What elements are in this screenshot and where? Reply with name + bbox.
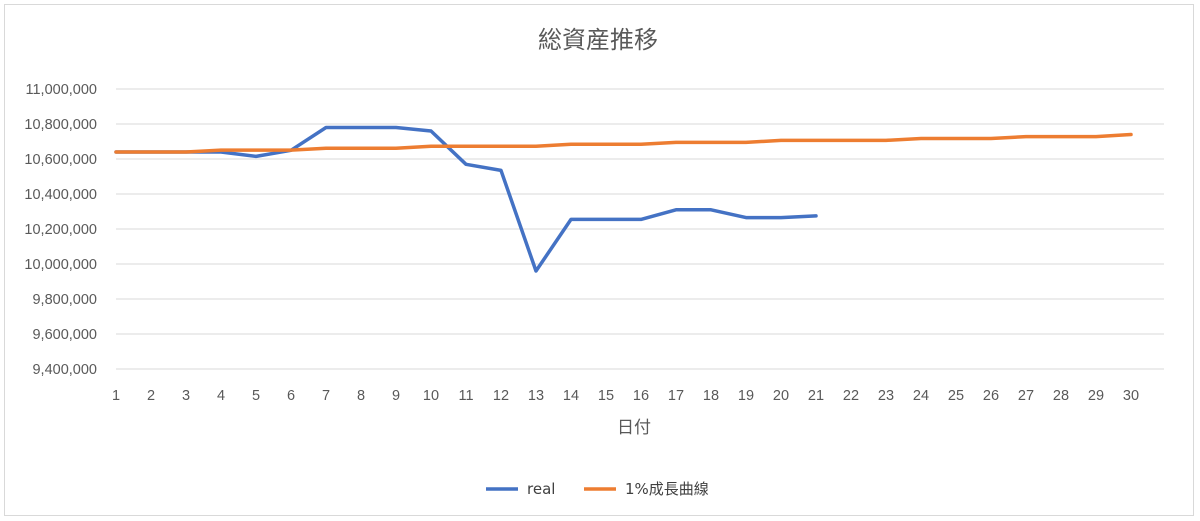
x-axis-ticks: 1 2 3 4 5 6 7 8 9 10 11 12 13 14 15 16 17 18 19 20 21 22 23 24 2… bbox=[112, 388, 1139, 404]
x-tick-label: 4 bbox=[217, 388, 225, 404]
y-tick-label: 9,400,000 bbox=[32, 362, 97, 378]
x-tick-label: 20 bbox=[773, 388, 789, 404]
y-tick-label: 11,000,000 bbox=[26, 82, 98, 98]
x-tick-label: 16 bbox=[633, 388, 649, 404]
series-line-growth bbox=[114, 132, 1133, 154]
series-lines bbox=[114, 125, 1133, 273]
y-tick-label: 9,800,000 bbox=[32, 292, 97, 308]
x-tick-label: 28 bbox=[1053, 388, 1069, 404]
legend: real 1%成長曲線 bbox=[486, 480, 709, 498]
x-tick-label: 29 bbox=[1088, 388, 1104, 404]
x-tick-label: 3 bbox=[182, 388, 190, 404]
chart-title: 総資産推移 bbox=[538, 26, 658, 54]
legend-label-growth: 1%成長曲線 bbox=[625, 480, 709, 498]
x-tick-label: 9 bbox=[392, 388, 400, 404]
x-tick-label: 14 bbox=[563, 388, 579, 404]
x-tick-label: 12 bbox=[493, 388, 509, 404]
y-tick-label: 10,200,000 bbox=[24, 222, 97, 238]
x-tick-label: 5 bbox=[252, 388, 260, 404]
y-tick-label: 10,800,000 bbox=[24, 117, 97, 133]
y-tick-label: 10,400,000 bbox=[24, 187, 97, 203]
x-tick-label: 6 bbox=[287, 388, 295, 404]
gridlines bbox=[116, 88, 1164, 370]
y-tick-label: 10,000,000 bbox=[24, 257, 97, 273]
x-tick-label: 13 bbox=[528, 388, 544, 404]
x-tick-label: 22 bbox=[843, 388, 859, 404]
x-tick-label: 18 bbox=[703, 388, 719, 404]
x-tick-label: 7 bbox=[322, 388, 330, 404]
x-axis-title: 日付 bbox=[617, 418, 651, 438]
y-axis-ticks: 9,400,000 9,600,000 9,800,000 10,000,000 10,… bbox=[24, 82, 97, 378]
x-tick-label: 23 bbox=[878, 388, 894, 404]
x-tick-label: 19 bbox=[738, 388, 754, 404]
x-tick-label: 30 bbox=[1123, 388, 1139, 404]
x-tick-label: 24 bbox=[913, 388, 929, 404]
x-tick-label: 25 bbox=[948, 388, 964, 404]
x-tick-label: 8 bbox=[357, 388, 365, 404]
x-tick-label: 26 bbox=[983, 388, 999, 404]
x-tick-label: 27 bbox=[1018, 388, 1034, 404]
x-tick-label: 1 bbox=[112, 388, 120, 404]
x-tick-label: 2 bbox=[147, 388, 155, 404]
x-tick-label: 11 bbox=[458, 388, 473, 404]
x-tick-label: 17 bbox=[668, 388, 684, 404]
legend-label-real: real bbox=[527, 480, 555, 498]
x-tick-label: 15 bbox=[598, 388, 614, 404]
series-line-real bbox=[114, 125, 818, 273]
y-tick-label: 10,600,000 bbox=[24, 152, 97, 168]
y-tick-label: 9,600,000 bbox=[32, 327, 97, 343]
x-tick-label: 10 bbox=[423, 388, 439, 404]
x-tick-label: 21 bbox=[808, 388, 824, 404]
